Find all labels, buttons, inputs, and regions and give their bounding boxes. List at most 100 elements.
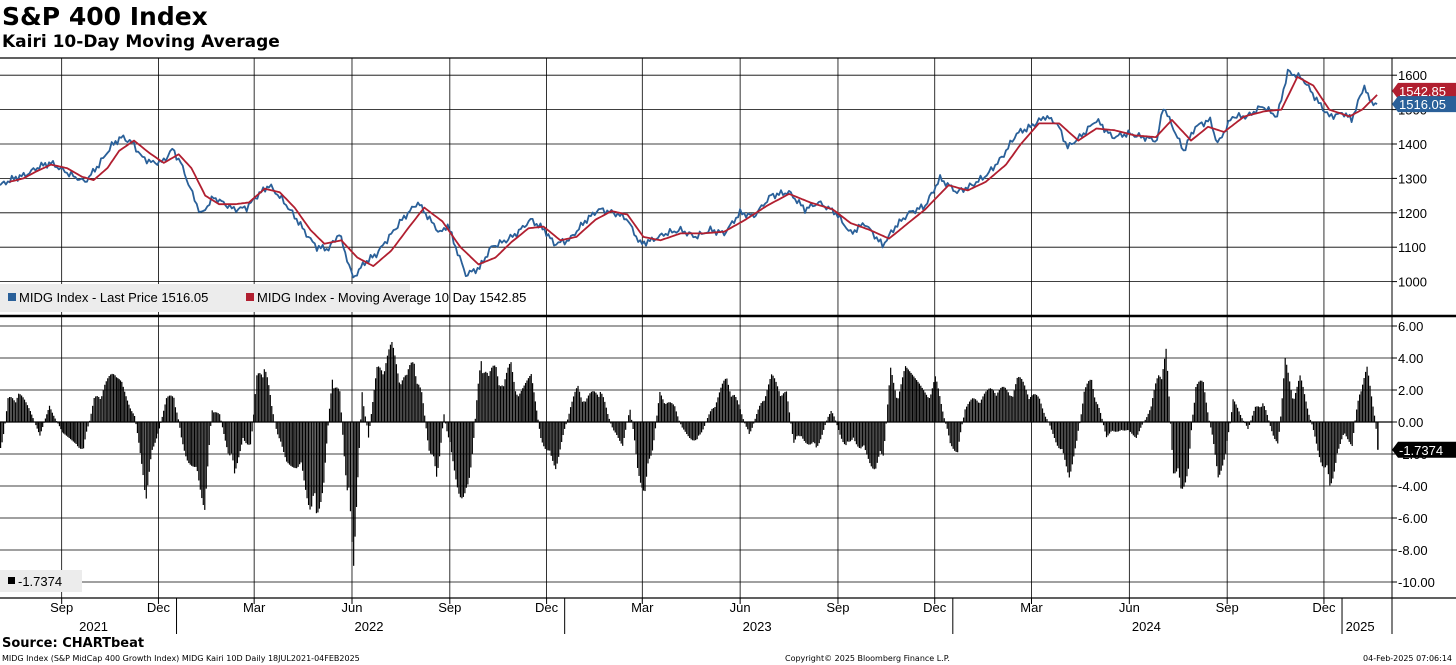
kairi-bar: [339, 391, 341, 422]
kairi-bar: [885, 422, 887, 424]
kairi-bar: [534, 401, 536, 422]
kairi-bar: [723, 380, 725, 422]
kairi-bar: [1097, 404, 1099, 422]
kairi-bar: [516, 394, 518, 422]
kairi-bar: [1269, 422, 1271, 426]
kairi-bar: [876, 422, 878, 463]
kairi-bar: [827, 416, 829, 422]
kairi-bar: [479, 370, 481, 422]
kairi-bar: [135, 422, 137, 425]
kairi-bar: [1196, 383, 1198, 422]
kairi-bar: [586, 398, 588, 422]
kairi-bar: [35, 422, 37, 426]
kairi-bar: [210, 422, 212, 426]
kairi-bar: [979, 402, 981, 422]
kairi-bar: [224, 422, 226, 441]
kairi-bar: [1235, 404, 1237, 422]
kairi-bar: [246, 422, 249, 445]
kairi-bar: [407, 369, 409, 422]
kairi-bar: [223, 422, 225, 434]
kairi-bar: [78, 422, 80, 448]
kairi-bar: [1332, 422, 1334, 479]
kairi-bar: [376, 366, 378, 422]
kairi-bar: [1000, 387, 1002, 422]
kairi-bar: [428, 422, 430, 451]
kairi-bar: [524, 382, 527, 422]
kairi-bar: [940, 403, 942, 422]
kairi-bar: [580, 397, 582, 422]
kairi-bar: [558, 422, 560, 457]
kairi-bar: [437, 422, 439, 468]
kairi-bar: [327, 422, 329, 426]
kairi-bar: [1347, 422, 1349, 440]
kairi-bar: [651, 422, 654, 451]
kairi-bar: [69, 422, 72, 440]
kairi-bar: [435, 422, 438, 477]
kairi-bar: [303, 422, 305, 481]
kairi-bar: [575, 388, 578, 422]
kairi-bar: [1105, 422, 1108, 438]
kairi-bar: [464, 422, 466, 494]
kairi-bar: [245, 422, 247, 444]
kairi-bar: [1327, 422, 1329, 475]
kairi-bar: [910, 372, 912, 422]
kairi-bar: [395, 364, 398, 422]
kairi-bar: [985, 391, 987, 422]
kairi-bar: [1222, 422, 1224, 466]
kairi-bar: [192, 422, 194, 467]
kairi-bar: [998, 389, 1000, 422]
kairi-bar: [1193, 402, 1195, 422]
kairi-bar: [125, 396, 127, 422]
kairi-bar: [504, 379, 506, 422]
kairi-bar: [1260, 406, 1262, 422]
kairi-bar: [622, 422, 624, 446]
kairi-bar: [1181, 422, 1184, 489]
kairi-bar: [431, 422, 433, 455]
kairi-bar: [470, 422, 472, 468]
kairi-bar: [1158, 375, 1160, 422]
kairi-bar: [139, 422, 141, 454]
kairi-bar: [473, 422, 475, 438]
kairi-bar: [1161, 379, 1163, 422]
kairi-bar: [380, 370, 383, 422]
kairi-bar: [1351, 422, 1353, 446]
kairi-bar: [482, 373, 484, 422]
kairi-bar: [1350, 422, 1352, 445]
kairi-bar: [683, 422, 685, 430]
kairi-bar: [1162, 369, 1164, 422]
kairi-bar: [907, 369, 909, 422]
kairi-bar: [924, 392, 926, 422]
kairi-bar: [1092, 389, 1094, 422]
kairi-bar: [262, 377, 264, 422]
kairi-bar: [875, 422, 877, 469]
kairi-bar: [462, 422, 464, 497]
kairi-bar: [681, 422, 683, 428]
kairi-bar: [992, 390, 994, 422]
kairi-bar: [1146, 417, 1148, 422]
kairi-bar: [1259, 407, 1261, 422]
kairi-bar: [370, 414, 372, 422]
kairi-bar: [669, 402, 671, 422]
kairi-bar: [61, 422, 63, 433]
kairi-bar: [790, 422, 792, 424]
kairi-bar: [982, 396, 984, 422]
kairi-bar: [281, 422, 283, 447]
kairi-bar: [416, 383, 418, 422]
kairi-bar: [277, 422, 279, 435]
kairi-bar: [1302, 386, 1304, 422]
kairi-bar: [60, 422, 62, 430]
kairi-bar: [967, 403, 969, 422]
kairi-bar: [517, 396, 520, 422]
kairi-bar: [1050, 422, 1053, 430]
kairi-bar: [507, 367, 509, 422]
footer-description: MIDG Index (S&P MidCap 400 Growth Index)…: [2, 654, 360, 663]
kairi-bar: [674, 406, 676, 422]
kairi-bar: [491, 367, 493, 422]
kairi-bar: [733, 394, 735, 422]
kairi-bar: [773, 378, 776, 422]
kairi-bar: [1027, 394, 1029, 422]
kairi-bar: [592, 391, 594, 422]
kairi-bar: [511, 372, 514, 422]
kairi-bar: [115, 377, 118, 422]
kairi-bar: [1080, 414, 1082, 422]
